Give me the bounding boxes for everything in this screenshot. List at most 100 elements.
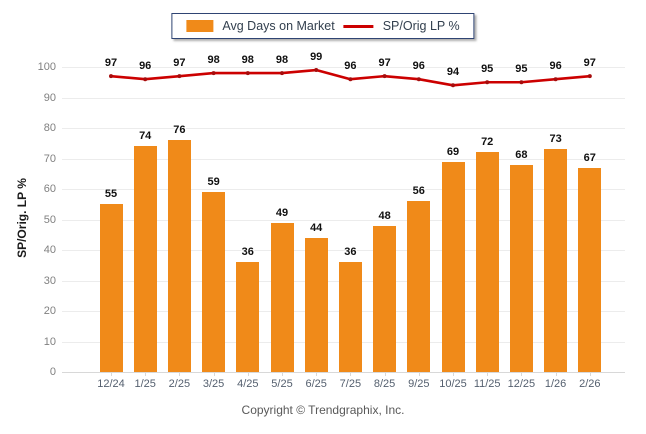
bar-series-label: Avg Days on Market	[222, 19, 335, 33]
gridline	[62, 158, 625, 160]
line-marker	[143, 77, 148, 82]
x-axis-tick-label: 5/25	[271, 378, 293, 390]
bar-value-label: 74	[139, 130, 152, 143]
x-axis-tickmark	[521, 373, 523, 376]
line-series-swatch	[343, 24, 374, 28]
line-value-label: 96	[412, 60, 425, 73]
line-value-label: 98	[207, 54, 220, 67]
line-value-label: 97	[583, 57, 596, 70]
y-axis-tick-label: 0	[49, 366, 56, 378]
line-value-label: 97	[104, 57, 118, 70]
x-axis-tickmark	[384, 373, 386, 376]
bar-value-label: 67	[583, 151, 596, 164]
line-value-label: 96	[139, 60, 152, 73]
y-axis-tick-label: 20	[43, 305, 56, 317]
bar-value-label: 73	[549, 133, 562, 146]
y-axis-tick-label: 50	[43, 213, 56, 226]
y-axis-tick-label: 100	[37, 61, 56, 73]
bar	[544, 149, 568, 372]
bar-value-label: 56	[412, 185, 425, 198]
bar-value-label: 49	[275, 206, 289, 219]
line-value-label: 97	[173, 57, 186, 70]
x-axis-tick-label: 7/25	[339, 378, 362, 390]
bar	[373, 225, 397, 372]
y-axis-tick-label: 80	[43, 122, 56, 134]
x-axis-tickmark	[418, 373, 420, 376]
gridline	[62, 219, 625, 221]
legend: Avg Days on Market SP/Orig LP %	[171, 13, 475, 39]
x-axis-tickmark	[247, 373, 249, 376]
line-value-label: 96	[344, 60, 357, 73]
line-value-label: 97	[378, 57, 391, 70]
line-marker	[519, 80, 524, 85]
x-axis-tickmark	[350, 373, 352, 376]
x-axis-tick-label: 9/25	[408, 378, 430, 390]
line-marker	[416, 77, 421, 82]
x-axis-tickmark	[316, 373, 318, 376]
x-axis-tickmark	[282, 373, 283, 376]
x-axis-tick-label: 2/25	[168, 378, 191, 390]
bar	[509, 164, 533, 372]
bar-value-label: 36	[241, 246, 254, 259]
bar	[578, 167, 602, 372]
x-axis-tickmark	[453, 373, 454, 376]
line-value-label: 98	[275, 54, 289, 67]
x-axis-tickmark	[179, 373, 181, 376]
bar	[338, 262, 362, 372]
line-marker	[553, 77, 558, 82]
gridline	[62, 97, 625, 99]
x-axis-tickmark	[555, 373, 557, 376]
gridline	[62, 372, 625, 373]
bar-value-label: 44	[310, 221, 323, 234]
line-value-label: 96	[549, 60, 562, 73]
line-marker	[451, 83, 455, 88]
gridline	[62, 67, 625, 68]
y-axis-tick-label: 30	[43, 274, 56, 287]
line-marker	[587, 74, 592, 79]
line-series-label: SP/Orig LP %	[382, 19, 460, 33]
bar	[407, 201, 431, 372]
line-marker	[382, 74, 387, 79]
bar-value-label: 69	[446, 145, 460, 158]
x-axis-tick-label: 2/26	[579, 378, 601, 390]
line-marker	[485, 80, 490, 85]
x-axis-tickmark	[487, 373, 489, 376]
y-axis-title: SP/Orig. LP %	[15, 178, 29, 258]
x-axis-tick-label: 11/25	[473, 378, 501, 390]
copyright-text: Copyright © Trendgraphix, Inc.	[241, 403, 405, 417]
line-marker	[348, 77, 353, 82]
line-value-label: 99	[310, 51, 323, 64]
bar-value-label: 72	[481, 136, 494, 149]
bar	[441, 161, 465, 372]
bar	[270, 222, 294, 372]
bar-value-label: 59	[207, 176, 220, 189]
line-value-label: 94	[446, 66, 460, 79]
x-axis-tick-label: 10/25	[439, 378, 467, 390]
line-marker	[280, 71, 284, 76]
x-axis-tickmark	[145, 373, 147, 376]
line-value-label: 95	[515, 63, 528, 76]
bar-value-label: 68	[515, 148, 528, 161]
y-axis-tick-label: 70	[43, 152, 56, 165]
y-axis-tick-label: 60	[43, 183, 56, 195]
bar	[167, 140, 191, 372]
bar-value-label: 76	[173, 124, 186, 137]
line-value-label: 95	[481, 63, 494, 76]
x-axis-tick-label: 8/25	[373, 378, 396, 390]
bar	[236, 262, 260, 372]
x-axis-tick-label: 4/25	[237, 378, 259, 390]
y-axis-tick-label: 90	[43, 91, 56, 104]
bar-value-label: 48	[378, 209, 391, 222]
gridline	[62, 189, 625, 190]
x-axis-tick-label: 12/24	[97, 378, 125, 390]
y-axis-tick-label: 40	[43, 244, 56, 256]
bar	[475, 152, 499, 372]
x-axis-tickmark	[213, 373, 215, 376]
line-marker	[314, 68, 319, 73]
line-marker	[245, 71, 250, 76]
x-axis-tick-label: 3/25	[202, 378, 225, 390]
bar-value-label: 36	[344, 246, 357, 259]
bar	[99, 204, 123, 372]
bar-series-swatch	[186, 20, 214, 32]
